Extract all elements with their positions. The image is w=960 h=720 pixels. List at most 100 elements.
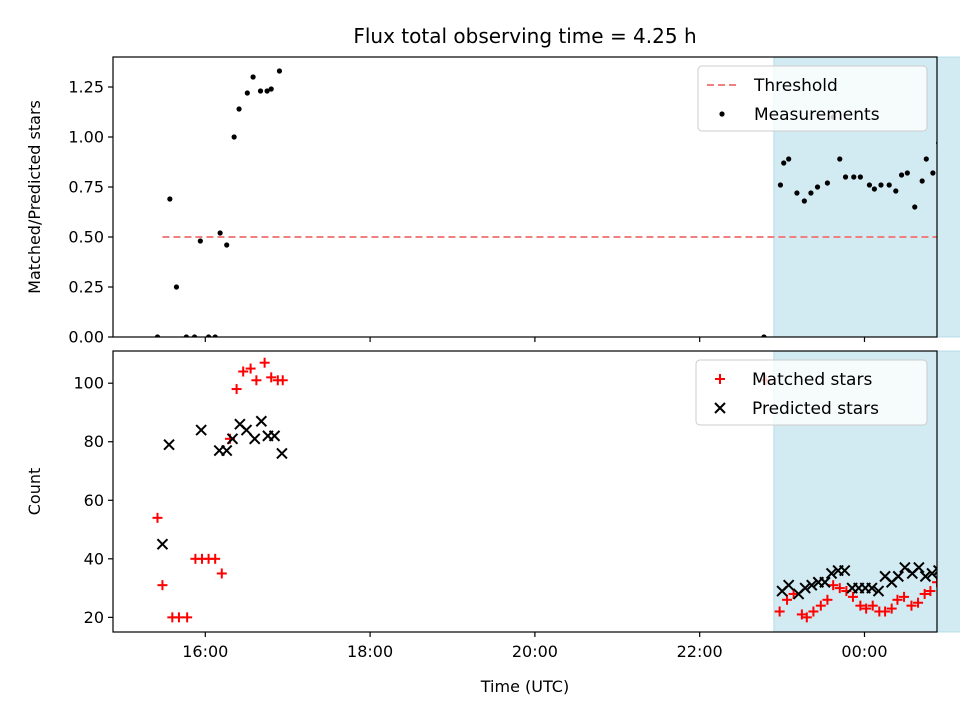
measurements-point <box>231 134 237 140</box>
x-tick-label: 00:00 <box>841 642 887 661</box>
matched-stars-point <box>245 363 256 374</box>
measurements-point <box>244 90 250 96</box>
axes-frame <box>112 56 938 338</box>
measurements-point <box>904 170 910 176</box>
matched-stars-point <box>925 586 936 597</box>
measurements-point <box>814 184 821 190</box>
matched-stars-point <box>880 606 891 617</box>
measurements-point <box>236 106 242 112</box>
x-tick-label: 22:00 <box>677 642 723 661</box>
matched-stars-point <box>867 600 878 611</box>
x-tick-label: 20:00 <box>512 642 558 661</box>
measurements-point <box>801 198 807 204</box>
measurements-point <box>250 74 256 80</box>
predicted-stars-point <box>819 576 831 588</box>
x-tick-label: 18:00 <box>347 642 393 661</box>
predicted-stars-point <box>913 561 925 574</box>
matched-stars-point <box>906 600 917 611</box>
predicted-stars-point <box>156 538 169 550</box>
y-tick-label: 0.50 <box>68 228 104 247</box>
predicted-stars-point <box>892 570 904 583</box>
predicted-stars-point <box>249 433 261 445</box>
predicted-stars-point <box>926 567 937 580</box>
predicted-stars-point <box>799 582 811 594</box>
matched-stars-point <box>847 591 858 602</box>
matched-stars-point <box>238 366 249 377</box>
matched-stars-point <box>182 612 193 623</box>
matched-stars-point <box>788 588 799 599</box>
measurements-point <box>857 174 863 180</box>
x-axis-label: Time (UTC) <box>480 677 569 696</box>
matched-stars-point <box>277 375 288 386</box>
matched-stars-point <box>828 580 839 591</box>
legend-label: Predicted stars <box>752 399 879 419</box>
matched-stars-point <box>886 603 897 614</box>
measurements-point <box>886 182 892 188</box>
y-tick-label: 20 <box>84 608 104 627</box>
matched-stars-point <box>855 600 866 611</box>
y-tick-label: 1.00 <box>68 128 104 147</box>
matched-stars-point <box>919 588 930 599</box>
predicted-stars-point <box>221 444 233 457</box>
measurements-point <box>824 180 831 186</box>
predicted-stars-point <box>872 585 885 597</box>
y-tick-label: 40 <box>84 549 104 568</box>
measurements-point <box>276 68 283 74</box>
matched-stars-point <box>231 384 242 395</box>
measurements-point <box>224 242 230 248</box>
predicted-stars-point <box>195 424 207 436</box>
measurements-point <box>154 334 161 337</box>
predicted-stars-point <box>839 564 851 577</box>
predicted-stars-point <box>268 430 281 442</box>
matched-stars-point <box>216 568 227 579</box>
predicted-stars-point <box>932 564 937 577</box>
predicted-stars-point <box>240 424 253 436</box>
measurements-point <box>912 204 918 210</box>
measurements-point <box>794 190 800 196</box>
legend-box <box>697 65 928 132</box>
y-tick-label: 60 <box>84 491 104 510</box>
predicted-stars-point <box>825 567 838 580</box>
measurements-point <box>191 334 198 337</box>
matched-stars-point <box>808 606 819 617</box>
matched-stars-point <box>251 375 262 386</box>
x-tick-label: 16:00 <box>182 642 228 661</box>
predicted-stars-point <box>276 447 288 460</box>
predicted-stars-point <box>163 438 175 451</box>
measurements-point <box>851 174 857 180</box>
measurements-point <box>898 172 905 178</box>
measurements-point <box>257 88 264 94</box>
predicted-stars-point <box>899 561 911 574</box>
top-panel: 0.00 0.25 0.50 0.75 1.00 1.25 Matched/Predicte… <box>25 56 960 347</box>
measurements-point <box>777 182 784 188</box>
measurements-point <box>837 156 843 162</box>
y-tick-label: 0.75 <box>68 178 104 197</box>
measurements-point <box>871 186 877 192</box>
y-axis-label: Matched/Predicted stars <box>25 100 44 294</box>
measurements-point <box>183 334 189 337</box>
legend-label: Measurements <box>754 105 880 125</box>
matched-stars-point <box>932 577 937 588</box>
matched-stars-point <box>801 612 812 623</box>
matched-stars-point <box>822 594 833 605</box>
bottom-panel: 2040608010016:0018:0020:0022:0000:0002:0… <box>25 350 960 661</box>
y-tick-label: 100 <box>73 374 104 393</box>
measurements-point <box>217 230 223 236</box>
y-tick-label: 0.00 <box>68 328 104 347</box>
matched-stars-point <box>861 603 872 614</box>
predicted-stars-point <box>806 579 818 591</box>
measurements-point <box>786 156 792 162</box>
axes-frame <box>112 350 938 633</box>
matched-stars-point <box>913 597 924 608</box>
chart-title: Flux total observing time = 4.25 h <box>353 24 696 48</box>
measurements-point <box>781 160 787 166</box>
measurements-point <box>167 196 173 202</box>
y-axis-label: Count <box>25 468 44 516</box>
predicted-stars-point <box>226 433 239 445</box>
legend-predicted-handle <box>714 402 726 414</box>
matched-stars-point <box>266 372 277 383</box>
measurements-point <box>866 182 873 188</box>
measurements-point <box>197 238 203 244</box>
matched-stars-point <box>782 594 793 605</box>
